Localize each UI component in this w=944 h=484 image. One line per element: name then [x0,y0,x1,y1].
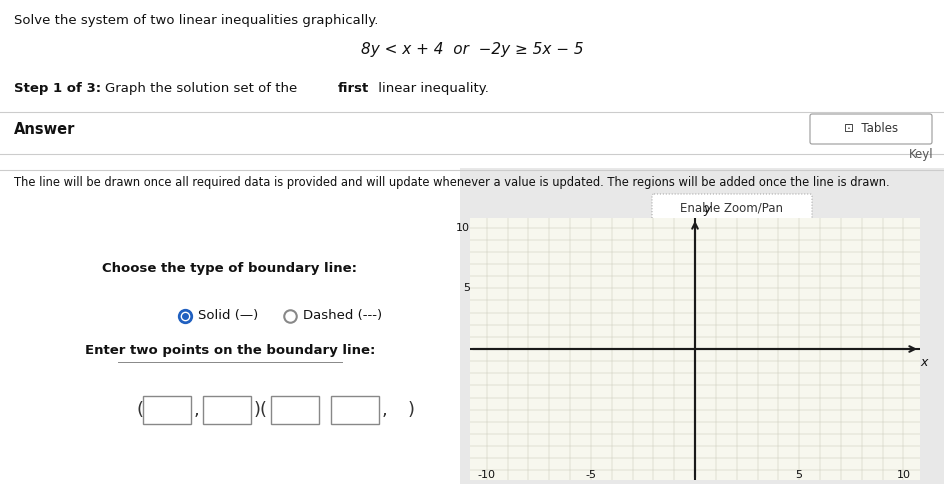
Text: 5: 5 [796,470,802,480]
Text: Enter two points on the boundary line:: Enter two points on the boundary line: [85,344,375,357]
FancyBboxPatch shape [331,396,379,424]
Text: The line will be drawn once all required data is provided and will update whenev: The line will be drawn once all required… [14,176,889,189]
FancyBboxPatch shape [0,0,944,168]
Text: first: first [338,82,369,95]
FancyBboxPatch shape [0,168,460,484]
Text: Answer: Answer [14,122,76,137]
FancyBboxPatch shape [143,396,191,424]
Text: 10: 10 [456,223,470,233]
Text: Graph the solution set of the: Graph the solution set of the [105,82,301,95]
FancyBboxPatch shape [652,194,812,222]
Text: ,: , [194,401,200,419]
Text: Keyl: Keyl [909,148,934,161]
Text: -10: -10 [478,470,496,480]
Text: Choose the type of boundary line:: Choose the type of boundary line: [103,262,358,275]
Text: x: x [920,356,928,369]
Text: Dashed (---): Dashed (---) [303,309,382,322]
FancyBboxPatch shape [810,114,932,144]
Text: (: ( [136,401,143,419]
Text: Solve the system of two linear inequalities graphically.: Solve the system of two linear inequalit… [14,14,379,27]
Text: Solid (—): Solid (—) [198,309,259,322]
Text: Step 1 of 3:: Step 1 of 3: [14,82,101,95]
Text: 5: 5 [463,283,470,293]
Text: ,: , [382,401,388,419]
FancyBboxPatch shape [203,396,251,424]
Text: y: y [703,203,711,215]
Text: 8y < x + 4  or  −2y ≥ 5x − 5: 8y < x + 4 or −2y ≥ 5x − 5 [361,42,583,57]
Text: -5: -5 [585,470,597,480]
Text: )(: )( [254,401,268,419]
Text: Enable Zoom/Pan: Enable Zoom/Pan [681,201,784,214]
Text: ): ) [408,401,415,419]
Text: 10: 10 [897,470,910,480]
Text: ⊡  Tables: ⊡ Tables [844,122,898,136]
Text: linear inequality.: linear inequality. [374,82,489,95]
FancyBboxPatch shape [271,396,319,424]
